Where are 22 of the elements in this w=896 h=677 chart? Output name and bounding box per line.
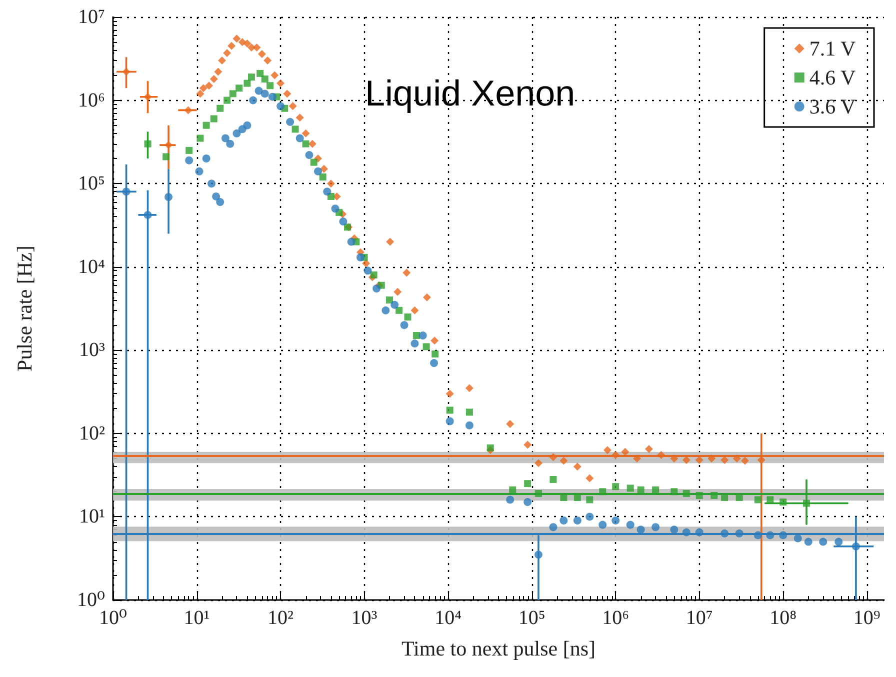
y-tick-label: 10³ — [79, 339, 105, 362]
x-tick-label: 10² — [268, 607, 294, 629]
legend-label: 7.1 V — [809, 36, 856, 60]
x-tick-label: 10³ — [351, 607, 378, 629]
y-tick-label: 10⁵ — [78, 172, 105, 195]
y-axis-title: Pulse rate [Hz] — [12, 246, 36, 372]
y-tick-label: 10⁷ — [78, 6, 106, 28]
y-tick-label: 10¹ — [79, 506, 105, 528]
x-tick-label: 10⁵ — [518, 607, 546, 629]
y-tick-label: 10⁶ — [78, 89, 106, 112]
x-tick-label: 10⁸ — [770, 607, 797, 629]
y-tick-label: 10⁴ — [78, 256, 106, 278]
legend-label: 4.6 V — [809, 66, 856, 90]
x-tick-label: 10⁷ — [686, 607, 713, 629]
legend-label: 3.6 V — [809, 94, 856, 118]
x-tick-label: 10⁹ — [853, 607, 880, 629]
x-axis-title: Time to next pulse [ns] — [401, 636, 596, 660]
x-tick-label: 10¹ — [184, 607, 210, 629]
x-tick-label: 10⁶ — [602, 607, 630, 629]
text: Liquid Xenon — [365, 72, 576, 114]
y-tick-label: 10² — [79, 422, 105, 444]
x-tick-label: 10⁴ — [434, 607, 462, 629]
